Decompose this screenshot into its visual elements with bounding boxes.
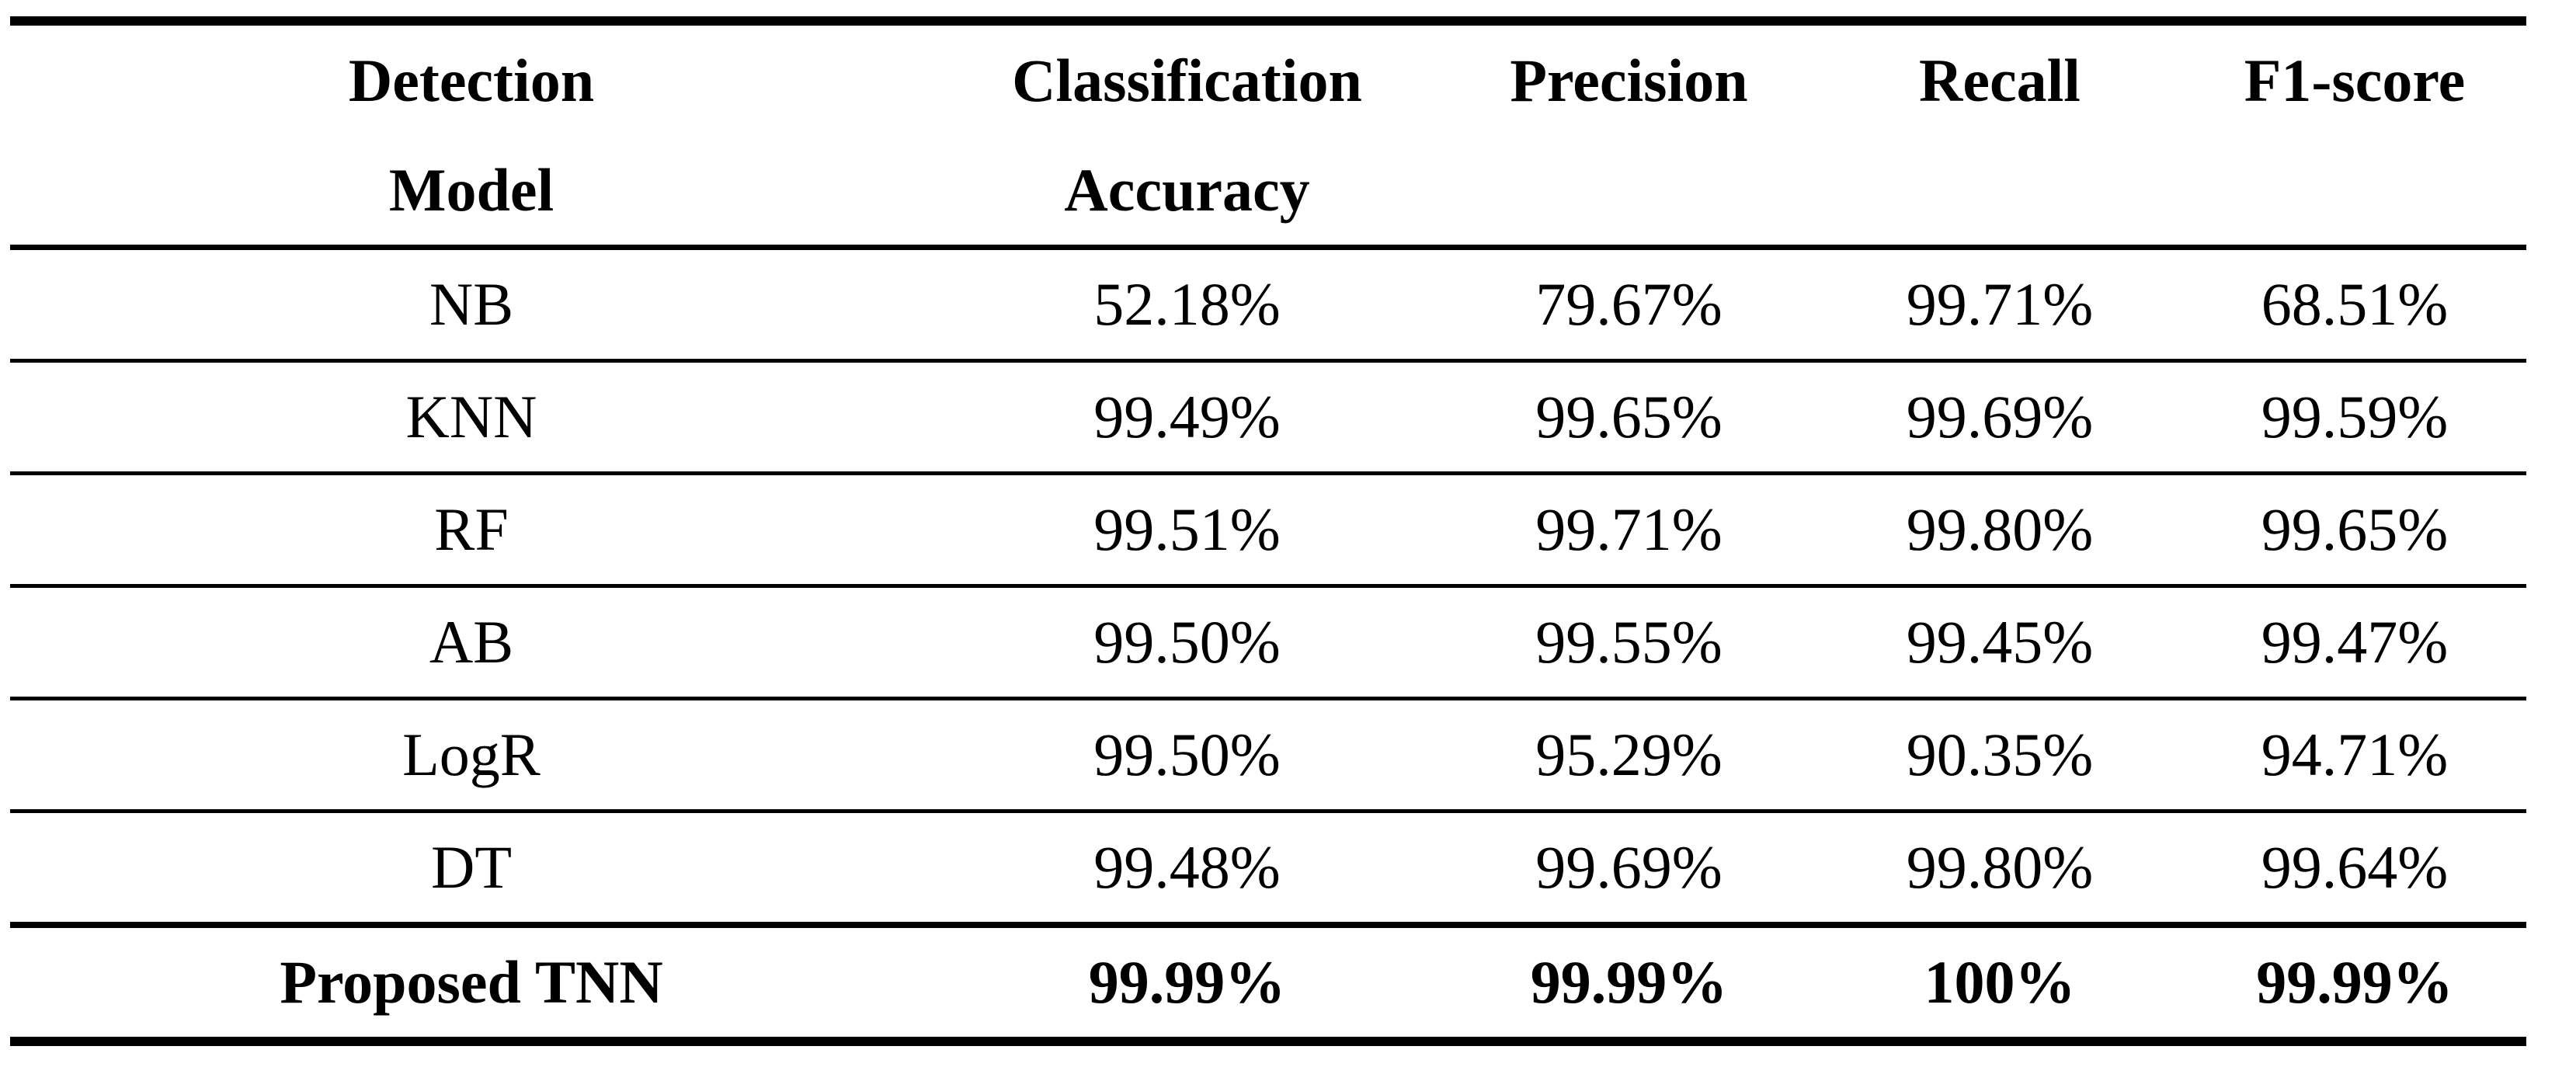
row-separator-rule <box>10 584 2526 588</box>
cell-precision: 99.71% <box>1535 495 1723 563</box>
cell-f1-score: 99.47% <box>2261 608 2449 676</box>
cell-model-name: RF <box>434 495 509 563</box>
table-row-nb: NB 52.18% 79.67% 99.71% 68.51% <box>10 250 2526 359</box>
cell-recall: 99.45% <box>1906 608 2094 676</box>
table-row-logr: LogR 99.50% 95.29% 90.35% 94.71% <box>10 700 2526 809</box>
header-cell-recall: Recall <box>1816 26 2183 245</box>
table-header-row: Detection Model Classification Accuracy … <box>10 26 2526 245</box>
header-label: Model <box>388 155 554 224</box>
cell-recall: 99.80% <box>1906 495 2094 563</box>
cell-model-name: LogR <box>402 721 541 788</box>
cell-precision: 79.67% <box>1535 270 1723 338</box>
cell-model-name: DT <box>431 833 512 901</box>
cell-recall: 99.69% <box>1906 383 2094 450</box>
row-separator-rule <box>10 471 2526 475</box>
cell-model-name: Proposed TNN <box>280 948 663 1016</box>
pre-highlight-rule <box>10 922 2526 928</box>
row-separator-rule <box>10 809 2526 813</box>
header-label: Detection <box>348 46 595 114</box>
header-label: Precision <box>1510 46 1748 114</box>
header-label: Accuracy <box>1064 155 1310 224</box>
cell-accuracy: 99.51% <box>1093 495 1281 563</box>
cell-recall: 99.71% <box>1906 270 2094 338</box>
header-label: F1-score <box>2244 46 2466 114</box>
cell-model-name: KNN <box>405 383 537 450</box>
cell-f1-score: 99.99% <box>2256 948 2453 1016</box>
cell-accuracy: 99.48% <box>1093 833 1281 901</box>
cell-model-name: NB <box>429 270 514 338</box>
header-cell-precision: Precision <box>1441 26 1816 245</box>
header-label: Classification <box>1012 46 1362 114</box>
cell-f1-score: 99.59% <box>2261 383 2449 450</box>
header-cell-f1-score: F1-score <box>2183 26 2526 245</box>
cell-recall: 99.80% <box>1906 833 2094 901</box>
cell-accuracy: 99.99% <box>1088 948 1286 1016</box>
header-label: Recall <box>1919 46 2081 114</box>
cell-precision: 99.69% <box>1535 833 1723 901</box>
table-bottom-rule <box>10 1037 2526 1046</box>
cell-f1-score: 68.51% <box>2261 270 2449 338</box>
cell-accuracy: 99.49% <box>1093 383 1281 450</box>
header-cell-detection-model: Detection Model <box>10 26 933 245</box>
cell-recall: 90.35% <box>1906 721 2094 788</box>
cell-accuracy: 99.50% <box>1093 608 1281 676</box>
cell-precision: 99.99% <box>1530 948 1728 1016</box>
cell-f1-score: 94.71% <box>2261 721 2449 788</box>
cell-model-name: AB <box>429 608 514 676</box>
table-row-ab: AB 99.50% 99.55% 99.45% 99.47% <box>10 588 2526 697</box>
table-row-rf: RF 99.51% 99.71% 99.80% 99.65% <box>10 475 2526 584</box>
header-cell-classification-accuracy: Classification Accuracy <box>933 26 1441 245</box>
cell-precision: 99.55% <box>1535 608 1723 676</box>
cell-f1-score: 99.65% <box>2261 495 2449 563</box>
cell-f1-score: 99.64% <box>2261 833 2449 901</box>
cell-recall: 100% <box>1924 948 2076 1016</box>
cell-accuracy: 99.50% <box>1093 721 1281 788</box>
cell-precision: 99.65% <box>1535 383 1723 450</box>
table-row-knn: KNN 99.49% 99.65% 99.69% 99.59% <box>10 363 2526 471</box>
model-comparison-table: Detection Model Classification Accuracy … <box>10 16 2526 1046</box>
cell-precision: 95.29% <box>1535 721 1723 788</box>
table-row-proposed-tnn: Proposed TNN 99.99% 99.99% 100% 99.99% <box>10 928 2526 1037</box>
row-separator-rule <box>10 359 2526 363</box>
cell-accuracy: 52.18% <box>1093 270 1281 338</box>
table-row-dt: DT 99.48% 99.69% 99.80% 99.64% <box>10 813 2526 922</box>
header-bottom-rule <box>10 245 2526 250</box>
row-separator-rule <box>10 697 2526 700</box>
table-top-rule <box>10 16 2526 26</box>
